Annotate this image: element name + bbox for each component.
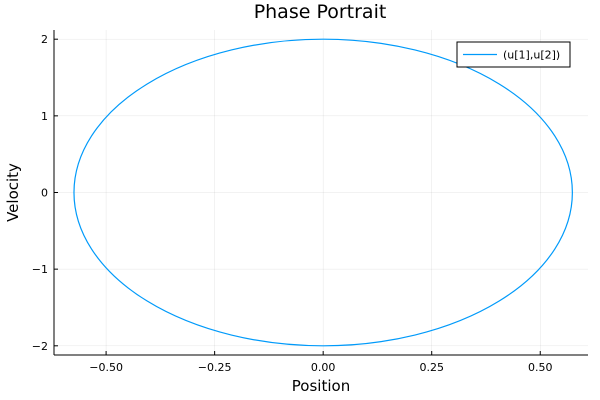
x-tick-label: 0.00 bbox=[311, 361, 336, 374]
y-ticks: −2 −1 0 1 2 bbox=[32, 33, 58, 353]
x-ticks: −0.50 −0.25 0.00 0.25 0.50 bbox=[89, 351, 552, 374]
y-tick-label: 1 bbox=[41, 110, 48, 123]
series-group bbox=[73, 38, 573, 347]
y-tick-label: −2 bbox=[32, 340, 48, 353]
x-tick-label: −0.25 bbox=[198, 361, 232, 374]
legend: (u[1],u[2]) bbox=[456, 41, 571, 68]
x-tick-label: 0.50 bbox=[528, 361, 553, 374]
y-tick-label: −1 bbox=[32, 263, 48, 276]
y-tick-label: 2 bbox=[41, 33, 48, 46]
x-tick-label: −0.50 bbox=[89, 361, 123, 374]
legend-label: (u[1],u[2]) bbox=[503, 49, 560, 62]
x-axis-title: Position bbox=[292, 377, 350, 395]
y-axis-title: Velocity bbox=[4, 163, 22, 222]
series-curve bbox=[73, 38, 573, 347]
y-tick-label: 0 bbox=[41, 187, 48, 200]
x-tick-label: 0.25 bbox=[419, 361, 444, 374]
chart-title: Phase Portrait bbox=[254, 1, 387, 23]
